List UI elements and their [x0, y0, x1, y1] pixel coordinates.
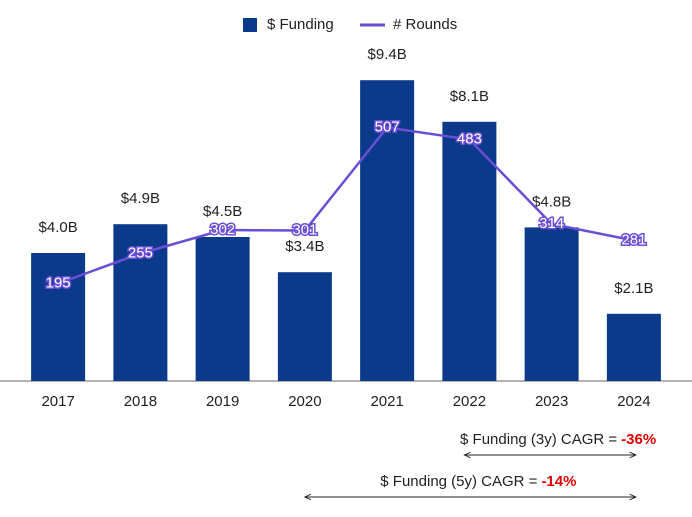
rounds-line — [57, 126, 635, 285]
bar — [31, 253, 86, 381]
annotation-text: $ Funding (3y) CAGR = -36% — [460, 431, 656, 448]
bar-value-label: $4.0B — [39, 219, 78, 236]
point-label: 281 — [621, 231, 646, 248]
legend-swatch — [243, 18, 257, 32]
bar-value-label: $2.1B — [614, 280, 653, 297]
bar-value-label: $4.5B — [203, 203, 242, 220]
annotation-value: -14% — [541, 473, 576, 490]
x-tick-label: 2018 — [124, 393, 157, 410]
bar — [113, 224, 168, 381]
bar-value-label: $3.4B — [285, 238, 324, 255]
point-label: 302 — [210, 221, 235, 238]
x-tick-label: 2021 — [370, 393, 403, 410]
legend-label: $ Funding — [267, 16, 334, 33]
point-label: 483 — [457, 130, 482, 147]
bar — [277, 272, 332, 381]
point-label: 195 — [46, 274, 71, 291]
annotation-label: $ Funding (5y) CAGR = — [380, 473, 537, 490]
point-label: 301 — [292, 221, 317, 238]
annotation-text: $ Funding (5y) CAGR = -14% — [380, 473, 576, 490]
point-label: 255 — [128, 244, 153, 261]
x-tick-label: 2023 — [535, 393, 568, 410]
annotation-label: $ Funding (3y) CAGR = — [460, 431, 617, 448]
x-tick-label: 2024 — [617, 393, 650, 410]
bar-value-label: $4.9B — [121, 190, 160, 207]
bar-value-label: $4.8B — [532, 193, 571, 210]
bar — [606, 313, 661, 381]
annotation-value: -36% — [621, 431, 656, 448]
bar — [524, 227, 579, 381]
point-label: 314 — [539, 215, 564, 232]
x-tick-label: 2019 — [206, 393, 239, 410]
bar — [442, 121, 497, 382]
x-tick-label: 2017 — [41, 393, 74, 410]
x-tick-label: 2022 — [453, 393, 486, 410]
point-label: 507 — [375, 118, 400, 135]
bar — [195, 237, 250, 381]
bar-value-label: $8.1B — [450, 88, 489, 105]
x-tick-label: 2020 — [288, 393, 321, 410]
bar-value-label: $9.4B — [368, 46, 407, 63]
legend-label: # Rounds — [393, 16, 457, 33]
